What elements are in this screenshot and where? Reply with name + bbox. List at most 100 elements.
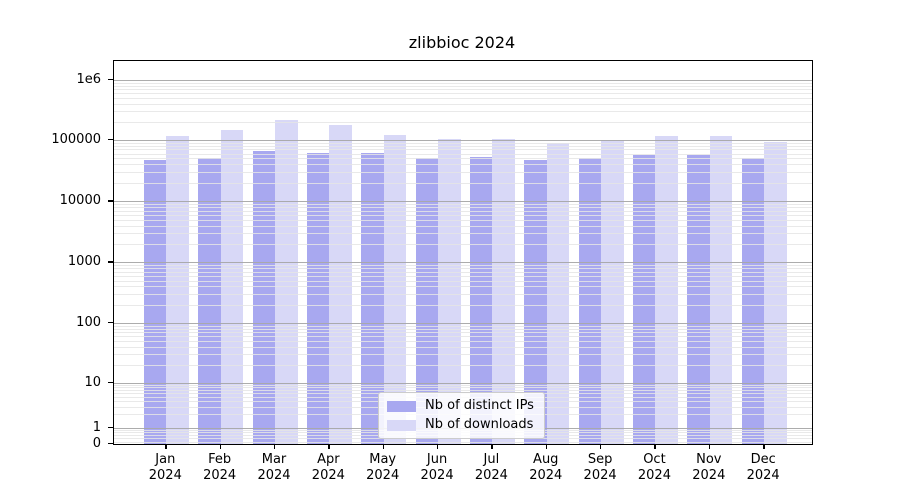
minor-gridline bbox=[114, 268, 812, 270]
bar-downloads bbox=[709, 136, 733, 444]
x-tick-label: May 2024 bbox=[366, 452, 400, 483]
x-tick-mark bbox=[600, 444, 602, 450]
x-tick-mark bbox=[654, 444, 656, 450]
bar-downloads bbox=[546, 142, 570, 444]
minor-gridline bbox=[114, 346, 812, 348]
y-tick-label: 1 bbox=[92, 419, 101, 435]
legend-item-distinct-ips: Nb of distinct IPs bbox=[387, 399, 534, 413]
x-tick-label: Sep 2024 bbox=[583, 452, 617, 483]
y-tick-label: 1000 bbox=[67, 253, 101, 269]
x-tick-mark bbox=[274, 444, 276, 450]
chart-title: zlibbioc 2024 bbox=[408, 33, 516, 52]
bar-downloads bbox=[166, 136, 189, 444]
x-tick-mark bbox=[491, 444, 493, 450]
x-tick-label: Jan 2024 bbox=[148, 452, 182, 483]
legend-swatch-distinct-ips bbox=[387, 400, 416, 412]
minor-gridline bbox=[114, 286, 812, 288]
minor-gridline bbox=[114, 142, 812, 144]
minor-gridline bbox=[114, 387, 812, 389]
bar-downloads bbox=[764, 142, 787, 444]
bar-distinct-ips bbox=[578, 158, 602, 444]
y-tick-label: 0 bbox=[92, 435, 101, 451]
bar-downloads bbox=[383, 135, 407, 444]
minor-gridline bbox=[114, 364, 812, 366]
y-tick-mark bbox=[108, 427, 113, 429]
minor-gridline bbox=[114, 219, 812, 221]
legend-swatch-downloads bbox=[387, 419, 416, 431]
y-tick-label: 1e6 bbox=[76, 71, 101, 87]
minor-gridline bbox=[114, 441, 812, 443]
minor-gridline bbox=[114, 341, 812, 343]
major-gridline bbox=[114, 383, 812, 384]
bar-distinct-ips bbox=[632, 154, 656, 444]
legend: Nb of distinct IPs Nb of downloads bbox=[378, 392, 545, 439]
minor-gridline bbox=[114, 243, 812, 245]
bar-downloads bbox=[655, 136, 678, 444]
x-tick-mark bbox=[545, 444, 548, 450]
minor-gridline bbox=[114, 328, 812, 330]
bar-distinct-ips bbox=[252, 151, 275, 444]
minor-gridline bbox=[114, 354, 812, 356]
y-tick-label: 10 bbox=[84, 374, 101, 390]
major-gridline bbox=[114, 140, 812, 141]
x-tick-label: Jul 2024 bbox=[474, 452, 508, 483]
minor-gridline bbox=[114, 280, 812, 282]
minor-gridline bbox=[114, 271, 812, 273]
x-tick-mark bbox=[708, 444, 711, 450]
minor-gridline bbox=[114, 332, 812, 334]
y-tick-mark bbox=[108, 139, 113, 141]
x-tick-mark bbox=[763, 444, 765, 450]
x-tick-label: Oct 2024 bbox=[637, 452, 671, 483]
x-tick-label: Nov 2024 bbox=[692, 452, 726, 483]
minor-gridline bbox=[114, 294, 812, 296]
legend-label-distinct-ips: Nb of distinct IPs bbox=[425, 398, 534, 413]
minor-gridline bbox=[114, 204, 812, 206]
minor-gridline bbox=[114, 265, 812, 267]
minor-gridline bbox=[114, 172, 812, 174]
y-tick-mark bbox=[108, 443, 113, 445]
minor-gridline bbox=[114, 153, 812, 155]
bar-distinct-ips bbox=[687, 154, 710, 444]
minor-gridline bbox=[114, 85, 812, 87]
x-tick-mark bbox=[328, 444, 330, 450]
x-tick-label: Jun 2024 bbox=[420, 452, 454, 483]
major-gridline bbox=[114, 323, 812, 324]
bar-downloads bbox=[275, 120, 298, 444]
minor-gridline bbox=[114, 233, 812, 235]
minor-gridline bbox=[114, 103, 812, 105]
minor-gridline bbox=[114, 304, 812, 306]
minor-gridline bbox=[114, 207, 812, 209]
minor-gridline bbox=[114, 214, 812, 216]
minor-gridline bbox=[114, 210, 812, 212]
minor-gridline bbox=[114, 385, 812, 387]
plot-area bbox=[113, 60, 813, 445]
bar-distinct-ips bbox=[198, 157, 221, 444]
x-tick-label: Mar 2024 bbox=[257, 452, 291, 483]
minor-gridline bbox=[114, 275, 812, 277]
y-tick-label: 10000 bbox=[59, 192, 101, 208]
bar-distinct-ips bbox=[469, 156, 493, 444]
x-tick-label: Apr 2024 bbox=[311, 452, 345, 483]
minor-gridline bbox=[114, 98, 812, 100]
y-tick-label: 100000 bbox=[51, 131, 101, 147]
minor-gridline bbox=[114, 89, 812, 91]
y-tick-mark bbox=[108, 261, 113, 263]
minor-gridline bbox=[114, 121, 812, 123]
x-tick-label: Aug 2024 bbox=[529, 452, 563, 483]
bar-distinct-ips bbox=[415, 157, 439, 444]
bar-distinct-ips bbox=[361, 152, 384, 444]
minor-gridline bbox=[114, 145, 812, 147]
legend-item-downloads: Nb of downloads bbox=[387, 418, 534, 432]
minor-gridline bbox=[114, 336, 812, 338]
x-tick-mark bbox=[437, 444, 439, 450]
bar-distinct-ips bbox=[524, 160, 547, 444]
bar-distinct-ips bbox=[143, 159, 167, 444]
x-tick-label: Feb 2024 bbox=[203, 452, 237, 483]
y-tick-mark bbox=[108, 382, 113, 384]
x-tick-label: Dec 2024 bbox=[746, 452, 780, 483]
major-gridline bbox=[114, 201, 812, 203]
minor-gridline bbox=[114, 225, 812, 227]
x-tick-mark bbox=[219, 444, 222, 450]
major-gridline bbox=[114, 80, 812, 81]
